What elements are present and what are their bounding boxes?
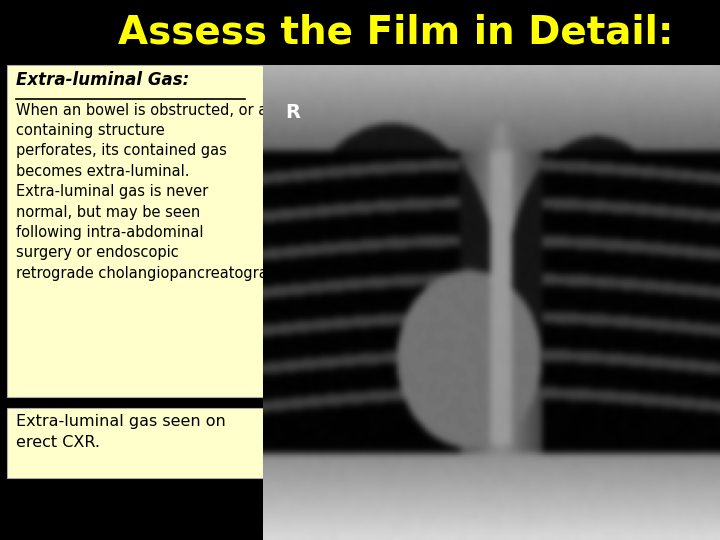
Text: Assess the Film in Detail:: Assess the Film in Detail: [118, 14, 674, 51]
Text: Extra-luminal gas seen on
erect CXR.: Extra-luminal gas seen on erect CXR. [16, 414, 225, 450]
FancyBboxPatch shape [7, 65, 263, 397]
FancyBboxPatch shape [7, 408, 263, 478]
Text: When an bowel is obstructed, or any other gas
containing structure
perforates, i: When an bowel is obstructed, or any othe… [16, 103, 359, 281]
Text: Extra-luminal Gas:: Extra-luminal Gas: [16, 71, 189, 89]
Text: R: R [286, 103, 301, 122]
